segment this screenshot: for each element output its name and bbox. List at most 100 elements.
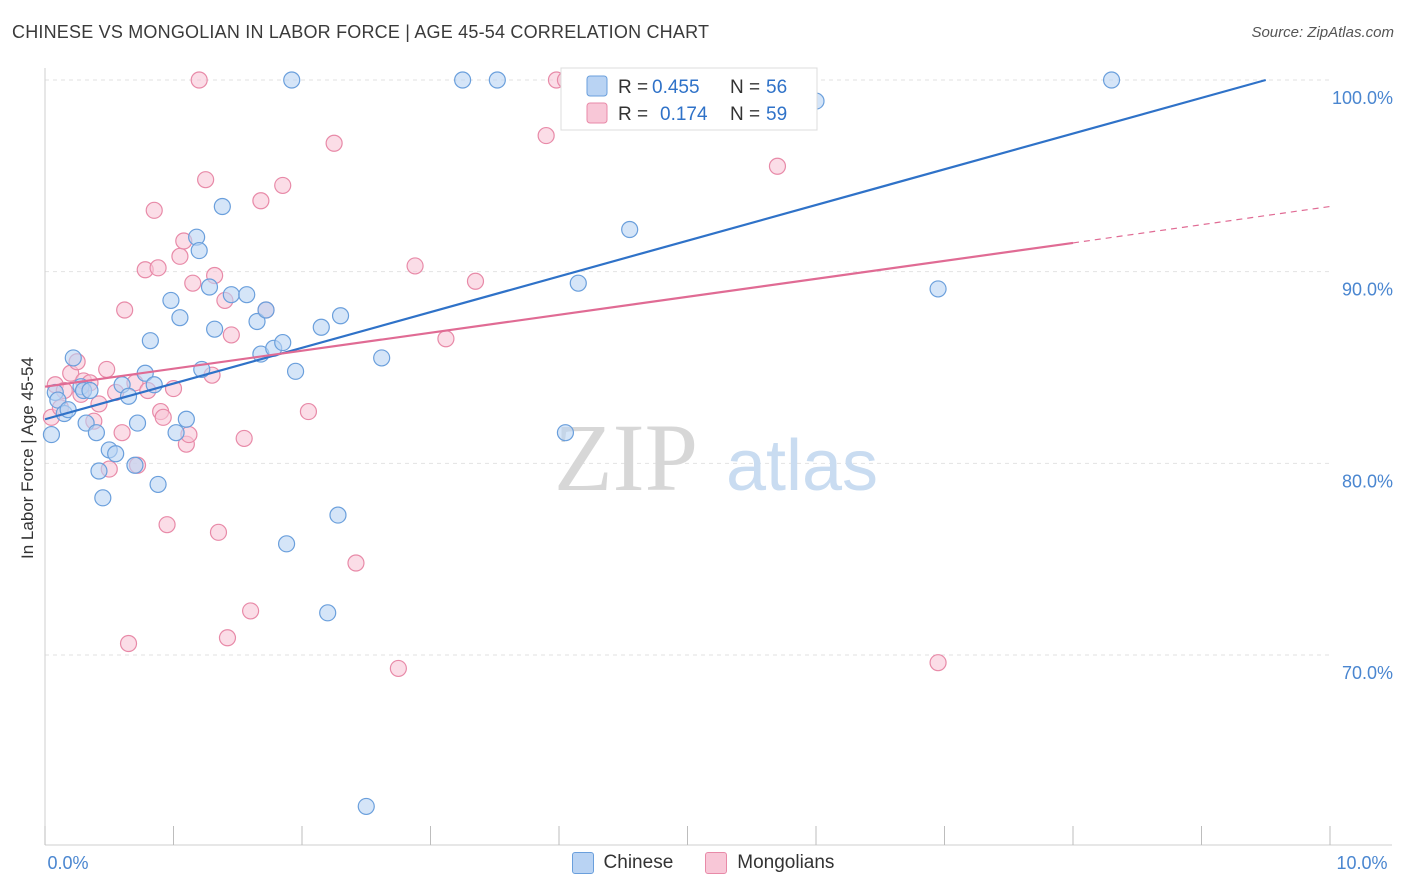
- chinese-point-12: [94, 489, 112, 507]
- chinese-point-51: [556, 424, 575, 442]
- mongolians-point-48: [389, 659, 407, 678]
- mongolians-point-52: [537, 126, 555, 145]
- legend-color-mongolians: [705, 852, 728, 874]
- mongolians-point-16: [119, 634, 138, 653]
- mongolians-trend-line: [44, 241, 1074, 388]
- x-tick-max: 10.0%: [1336, 853, 1387, 873]
- y-tick-label-2: 80.0%: [1342, 471, 1393, 491]
- mongolians-points: [42, 71, 947, 678]
- legend-label-chinese: Chinese: [603, 852, 674, 873]
- watermark: ZIP atlas: [554, 404, 878, 511]
- chinese-point-5: [64, 349, 82, 367]
- chart-title: CHINESE VS MONGOLIAN IN LABOR FORCE | AG…: [12, 22, 710, 42]
- mongolians-point-36: [209, 523, 228, 541]
- legend-swatch-chinese: [586, 75, 608, 97]
- y-axis-label: In Labor Force | Age 45-54: [18, 357, 37, 559]
- chinese-point-39: [274, 333, 292, 352]
- gridlines: [45, 79, 1330, 656]
- chinese-point-22: [149, 475, 167, 494]
- mongolians-point-32: [190, 71, 208, 89]
- legend-label-mongolians: Mongolians: [737, 852, 835, 873]
- chinese-point-40: [277, 535, 296, 553]
- mongolians-point-27: [171, 247, 189, 265]
- chinese-point-52: [569, 274, 587, 292]
- mongolians-point-51: [466, 272, 485, 290]
- chinese-point-14: [107, 445, 125, 463]
- chinese-n-value: 56: [766, 77, 787, 98]
- mongolians-r-value: 0.174: [660, 104, 708, 125]
- chinese-r-value: 0.455: [652, 77, 700, 98]
- chinese-point-11: [90, 462, 108, 480]
- chinese-point-28: [190, 241, 208, 260]
- chinese-point-10: [87, 424, 106, 442]
- mongolians-point-33: [197, 171, 215, 189]
- mongolians-trend-extension: [1072, 205, 1331, 244]
- mongolians-point-25: [158, 516, 176, 534]
- chinese-point-32: [213, 197, 231, 216]
- mongolians-point-56: [929, 654, 947, 672]
- chinese-point-55: [929, 280, 947, 298]
- chinese-point-25: [171, 309, 189, 327]
- chinese-point-43: [312, 318, 330, 336]
- y-tick-label-3: 70.0%: [1342, 663, 1393, 683]
- y-tick-labels: 100.0% 90.0% 80.0% 70.0%: [1332, 88, 1393, 683]
- mongolians-point-21: [145, 201, 163, 219]
- chinese-point-30: [200, 278, 219, 296]
- mongolians-n-value: 59: [766, 104, 787, 125]
- watermark-atlas: atlas: [726, 426, 878, 506]
- legend-item-mongolians: Mongolians: [705, 852, 834, 874]
- mongolians-point-15: [116, 301, 134, 319]
- chinese-point-18: [128, 414, 147, 432]
- chinese-point-33: [222, 286, 240, 304]
- legend-color-chinese: [571, 852, 594, 874]
- chinese-point-48: [373, 349, 391, 367]
- mongolians-point-45: [299, 402, 318, 421]
- mongolians-point-42: [252, 192, 270, 210]
- mongolians-point-22: [149, 259, 167, 277]
- chinese-point-42: [286, 362, 305, 380]
- chinese-point-41: [283, 71, 301, 89]
- stats-legend: R = 0.455 N = 56 R = 0.174 N = 59: [560, 67, 818, 131]
- mongolians-point-46: [325, 134, 343, 152]
- chinese-point-23: [162, 291, 180, 310]
- watermark-zip: ZIP: [554, 404, 698, 511]
- mongolians-point-49: [406, 257, 424, 275]
- source-credit: Source: ZipAtlas.com: [1251, 24, 1394, 41]
- mongolians-point-31: [184, 274, 202, 292]
- chinese-point-9: [81, 381, 99, 400]
- chinese-point-24: [167, 424, 185, 442]
- chinese-point-49: [454, 71, 472, 89]
- svg-text:N =: N =: [730, 104, 760, 125]
- x-tick-min: 0.0%: [47, 853, 88, 873]
- chinese-point-47: [357, 797, 375, 816]
- mongolians-point-14: [113, 424, 131, 442]
- chinese-point-34: [238, 286, 256, 304]
- chinese-point-45: [329, 506, 347, 524]
- trend-lines: [44, 78, 1331, 421]
- chinese-point-50: [488, 71, 506, 89]
- series-legend: Chinese Mongolians: [0, 852, 1406, 874]
- legend-swatch-mongolians: [586, 102, 608, 124]
- mongolians-point-44: [274, 176, 292, 195]
- legend-item-chinese: Chinese: [571, 852, 674, 874]
- chinese-point-26: [177, 410, 195, 428]
- mongolians-point-38: [218, 629, 237, 647]
- chinese-points: [42, 71, 1121, 816]
- mongolians-point-39: [222, 326, 240, 344]
- chinese-point-44: [319, 604, 337, 622]
- axes: [44, 68, 1392, 846]
- chinese-point-46: [331, 307, 350, 325]
- chinese-point-56: [1102, 71, 1121, 89]
- y-tick-label-0: 100.0%: [1332, 88, 1393, 108]
- mongolians-point-41: [242, 602, 260, 620]
- svg-text:R =: R =: [618, 77, 648, 98]
- chinese-point-37: [257, 301, 275, 319]
- svg-text:N =: N =: [730, 77, 760, 98]
- chinese-point-53: [621, 220, 639, 239]
- chinese-point-31: [206, 320, 224, 338]
- mongolians-point-40: [235, 429, 253, 448]
- mongolians-point-47: [347, 554, 365, 572]
- chinese-point-35: [248, 312, 266, 331]
- y-tick-label-1: 90.0%: [1342, 280, 1393, 300]
